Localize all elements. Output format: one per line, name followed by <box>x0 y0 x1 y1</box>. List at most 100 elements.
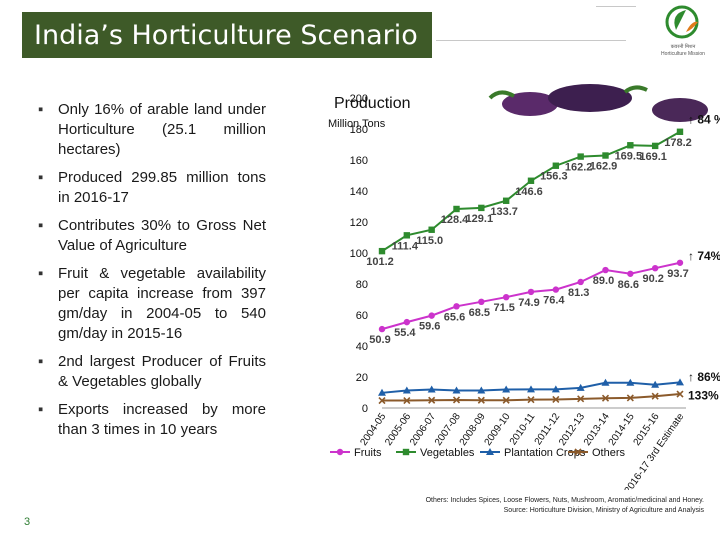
vegetables-value-label: 169.5 <box>615 150 643 162</box>
vegetables-point <box>552 162 560 169</box>
fruits-value-label: 68.5 <box>469 307 490 319</box>
fruits-value-label: 71.5 <box>493 302 514 314</box>
growth-annotation: ↑ 84 % <box>688 113 720 127</box>
vegetables-value-label: 111.4 <box>392 240 419 252</box>
vegetables-point <box>527 177 535 184</box>
others-point <box>552 395 560 404</box>
vegetables-point <box>502 197 510 204</box>
others-point <box>651 392 659 400</box>
fruits-value-label: 59.6 <box>419 321 440 333</box>
legend-label: Plantation Crops <box>504 447 586 459</box>
vegetables-value-label: 178.2 <box>664 137 692 149</box>
growth-annotation: 133% <box>688 389 719 403</box>
production-chart: Production Million Tons 0 20 40 60 80 100 120 1… <box>328 93 720 490</box>
fruits-point <box>478 298 485 306</box>
legend-marker <box>336 448 344 456</box>
y-tick-label: 180 <box>350 124 368 136</box>
vegetables-point <box>602 152 609 159</box>
vegetables-value-label: 115.0 <box>416 235 443 247</box>
fruits-point <box>502 293 510 301</box>
fruits-point <box>403 318 411 326</box>
fruits-point <box>378 325 386 333</box>
fruits-point <box>676 259 684 266</box>
key-facts-list: Only 16% of arable land under Horticultu… <box>36 100 266 448</box>
chart-title: Production <box>334 95 411 112</box>
bullet-availability: Fruit & vegetable availability per capit… <box>36 264 266 344</box>
bullet-gross-value: Contributes 30% to Gross Net Value of Ag… <box>36 216 266 256</box>
others-point <box>527 396 535 404</box>
logo-caption: कवरनी मिशन Horticulture Mission <box>661 44 705 57</box>
vegetables-point <box>478 204 485 212</box>
plantation-crops-point <box>651 380 660 388</box>
legend-label: Others <box>592 447 626 459</box>
header-divider <box>436 40 626 41</box>
vegetables-point <box>453 205 460 213</box>
fruits-value-label: 86.6 <box>618 279 639 291</box>
others-point <box>403 396 411 405</box>
vegetables-point <box>403 232 411 239</box>
bullet-global-rank: 2nd largest Producer of Fruits & Vegetab… <box>36 352 266 392</box>
others-point <box>428 396 436 404</box>
title-bar: India’s Horticulture Scenario <box>22 12 432 58</box>
vegetables-value-label: 128.4 <box>441 214 469 226</box>
fruits-point <box>602 266 609 274</box>
y-tick-label: 200 <box>350 93 368 105</box>
footnote-others: Others: Includes Spices, Loose Flowers, … <box>425 497 704 504</box>
others-point <box>601 394 610 402</box>
plantation-crops-point <box>601 378 610 386</box>
chart-ylabel: Million Tons <box>328 118 386 130</box>
others-point <box>626 394 634 402</box>
bullet-exports: Exports increased by more than 3 times i… <box>36 400 266 440</box>
others-point <box>676 390 684 398</box>
bullet-production: Produced 299.85 million tons in 2016-17 <box>36 168 266 208</box>
plantation-crops-point <box>402 386 411 394</box>
vegetables-value-label: 133.7 <box>490 206 518 218</box>
vegetables-point <box>428 226 435 233</box>
y-tick-label: 60 <box>356 310 368 322</box>
horticulture-mission-logo-icon <box>665 5 699 39</box>
fruits-point <box>428 312 435 319</box>
y-tick-label: 100 <box>350 248 368 260</box>
fruits-value-label: 81.3 <box>568 287 589 299</box>
vegetables-value-label: 146.6 <box>515 186 543 198</box>
vegetables-point <box>651 142 659 150</box>
chart-footnote: Others: Includes Spices, Loose Flowers, … <box>300 496 704 516</box>
fruits-value-label: 76.4 <box>543 295 565 307</box>
footnote-source: Source: Horticulture Division, Ministry … <box>503 507 704 514</box>
vegetables-point <box>676 128 684 135</box>
plantation-crops-point <box>576 383 585 391</box>
fruits-value-label: 74.9 <box>518 297 539 309</box>
vegetables-value-label: 129.1 <box>466 213 494 225</box>
fruits-point <box>651 264 659 272</box>
fruits-value-label: 55.4 <box>394 327 416 339</box>
others-point <box>577 395 585 403</box>
fruits-point <box>552 286 560 293</box>
y-tick-label: 140 <box>350 186 368 198</box>
legend-marker <box>486 448 494 455</box>
plantation-crops-point <box>527 385 535 393</box>
others-point <box>378 396 386 405</box>
legend-marker <box>574 448 582 456</box>
vegetables-value-label: 156.3 <box>540 171 568 183</box>
growth-annotation: ↑ 86% <box>688 370 720 384</box>
fruits-value-label: 89.0 <box>593 275 614 287</box>
fruits-value-label: 65.6 <box>444 311 465 323</box>
page-number: 3 <box>24 516 31 528</box>
plantation-crops-point <box>477 386 486 394</box>
others-point <box>452 396 461 404</box>
vegetables-value-label: 169.1 <box>639 151 667 163</box>
growth-annotation: ↑ 74% <box>688 249 720 263</box>
legend-marker <box>402 448 410 456</box>
header-divider-short <box>596 6 636 7</box>
slide-title: India’s Horticulture Scenario <box>34 20 418 51</box>
others-point <box>502 396 510 404</box>
y-tick-label: 20 <box>356 372 368 384</box>
vegetables-point <box>627 142 634 149</box>
fruits-point <box>577 278 584 286</box>
plantation-crops-point <box>502 385 511 393</box>
plantation-crops-point <box>626 378 635 386</box>
vegetables-value-label: 162.2 <box>565 162 593 174</box>
fruits-value-label: 50.9 <box>369 334 390 346</box>
plantation-crops-point <box>676 378 684 386</box>
vegetables-value-label: 162.9 <box>590 161 618 173</box>
